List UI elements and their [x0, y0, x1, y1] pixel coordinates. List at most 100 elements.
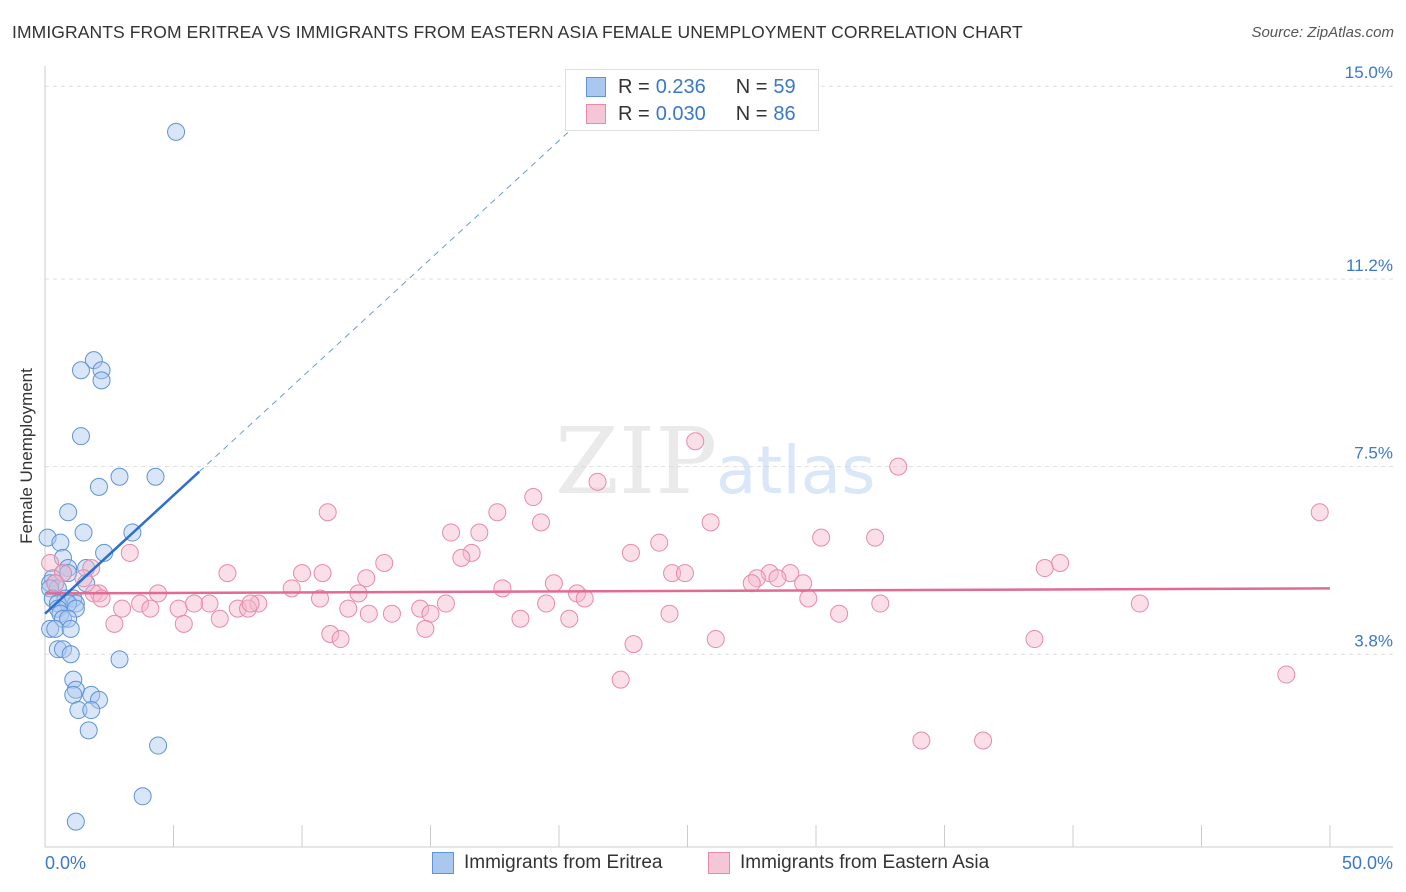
- data-point-eastern-asia: [575, 589, 594, 608]
- y-axis-label: Female Unemployment: [17, 368, 36, 544]
- data-point-eritrea: [89, 690, 108, 709]
- data-point-eritrea: [74, 523, 93, 542]
- data-point-eastern-asia: [686, 432, 705, 451]
- data-point-eastern-asia: [1035, 559, 1054, 578]
- legend-swatch-eastern-asia: [708, 852, 730, 874]
- data-point-eastern-asia: [239, 599, 258, 618]
- data-point-eastern-asia: [442, 523, 461, 542]
- data-point-eritrea: [84, 351, 103, 370]
- data-point-eritrea: [59, 609, 78, 628]
- legend-label-eastern-asia: Immigrants from Eastern Asia: [740, 852, 990, 873]
- legend-swatch-eastern-asia: [586, 104, 606, 124]
- data-point-eastern-asia: [339, 599, 358, 618]
- trend-lines: [44, 121, 1331, 615]
- trend-line-eritrea-extrapolated: [198, 121, 580, 473]
- legend-item-eastern-asia[interactable]: Immigrants from Eastern Asia: [708, 852, 989, 874]
- data-point-eritrea: [51, 533, 70, 552]
- data-point-eastern-asia: [105, 614, 124, 633]
- data-point-eastern-asia: [421, 604, 440, 623]
- legend-n-value: 59: [773, 75, 796, 98]
- data-point-eritrea: [146, 467, 165, 486]
- data-point-eastern-asia: [185, 594, 204, 613]
- data-point-eastern-asia: [82, 559, 101, 578]
- data-point-eastern-asia: [452, 548, 471, 567]
- trend-line-eastern-asia: [44, 587, 1331, 595]
- data-point-eastern-asia: [493, 579, 512, 598]
- data-point-eastern-asia: [53, 564, 72, 583]
- data-point-eastern-asia: [974, 731, 993, 750]
- data-point-eastern-asia: [321, 624, 340, 643]
- data-point-eritrea: [69, 701, 88, 720]
- data-point-eastern-asia: [436, 594, 455, 613]
- zipatlas-watermark: ZIP atlas: [555, 408, 876, 515]
- data-point-eastern-asia: [488, 503, 507, 522]
- data-point-eastern-asia: [812, 528, 831, 547]
- chart-title: IMMIGRANTS FROM ERITREA VS IMMIGRANTS FR…: [12, 22, 1023, 42]
- data-point-eastern-asia: [624, 635, 643, 654]
- data-point-eastern-asia: [866, 528, 885, 547]
- data-point-eritrea: [66, 594, 85, 613]
- data-point-eastern-asia: [650, 533, 669, 552]
- legend-item-eritrea[interactable]: Immigrants from Eritrea: [432, 852, 662, 874]
- data-point-eritrea: [64, 670, 83, 689]
- data-point-eastern-asia: [293, 564, 311, 583]
- data-point-eastern-asia: [462, 543, 481, 562]
- legend-n-label: N =: [735, 102, 768, 125]
- watermark-atlas: atlas: [716, 432, 876, 509]
- data-point-eritrea: [167, 122, 186, 141]
- data-point-eritrea: [71, 427, 90, 446]
- data-point-eastern-asia: [382, 604, 401, 623]
- data-point-eastern-asia: [742, 574, 761, 593]
- data-point-eastern-asia: [169, 599, 188, 618]
- data-point-eastern-asia: [359, 604, 378, 623]
- data-point-eastern-asia: [747, 569, 766, 588]
- data-point-eastern-asia: [830, 604, 849, 623]
- source-credit: Source: ZipAtlas.com: [1251, 24, 1394, 41]
- data-point-eastern-asia: [282, 579, 301, 598]
- data-point-eastern-asia: [131, 594, 150, 613]
- data-point-eastern-asia: [313, 564, 332, 583]
- data-point-eritrea: [61, 619, 80, 638]
- data-point-eritrea: [79, 721, 98, 740]
- data-point-eastern-asia: [310, 589, 329, 608]
- data-point-eritrea: [71, 361, 90, 380]
- data-point-eastern-asia: [1277, 665, 1296, 684]
- data-point-eastern-asia: [560, 609, 579, 628]
- y-tick-label: 3.8%: [1354, 631, 1393, 650]
- data-point-eastern-asia: [46, 574, 65, 593]
- data-point-eastern-asia: [1025, 630, 1044, 649]
- correlation-legend: R = 0.236 N = 59 R = 0.030 N = 86: [565, 69, 819, 131]
- series-eritrea: [38, 122, 186, 831]
- x-tick-label: 0.0%: [45, 853, 86, 873]
- data-point-eastern-asia: [889, 457, 908, 476]
- data-point-eritrea: [53, 609, 72, 628]
- data-point-eastern-asia: [611, 670, 630, 689]
- data-point-eastern-asia: [524, 488, 543, 507]
- data-point-eastern-asia: [113, 599, 132, 618]
- series-legend: Immigrants from Eritrea Immigrants from …: [0, 852, 1406, 878]
- data-point-eritrea: [110, 467, 129, 486]
- data-point-eastern-asia: [210, 609, 229, 628]
- trend-line-eritrea: [44, 470, 201, 615]
- data-point-eastern-asia: [1310, 503, 1329, 522]
- legend-swatch-eritrea: [586, 77, 606, 97]
- legend-r-label: R =: [618, 102, 650, 125]
- data-point-eastern-asia: [701, 513, 720, 532]
- data-point-eritrea: [59, 559, 78, 578]
- data-point-eritrea: [133, 787, 152, 806]
- legend-n-label: N =: [735, 75, 768, 98]
- legend-n-value: 86: [773, 102, 796, 125]
- data-point-eastern-asia: [663, 564, 682, 583]
- data-point-eritrea: [89, 477, 108, 496]
- data-point-eritrea: [92, 361, 111, 380]
- watermark-zip: ZIP: [555, 408, 717, 515]
- grid-lines: [45, 85, 1393, 655]
- data-point-eastern-asia: [544, 574, 563, 593]
- tick-labels: 3.8% 7.5% 11.2% 15.0% 0.0% 50.0%: [45, 63, 1393, 873]
- data-point-eastern-asia: [675, 564, 694, 583]
- legend-r-value: 0.236: [655, 75, 706, 98]
- data-point-eritrea: [64, 685, 83, 704]
- data-point-eastern-asia: [621, 543, 640, 562]
- data-point-eastern-asia: [537, 594, 556, 613]
